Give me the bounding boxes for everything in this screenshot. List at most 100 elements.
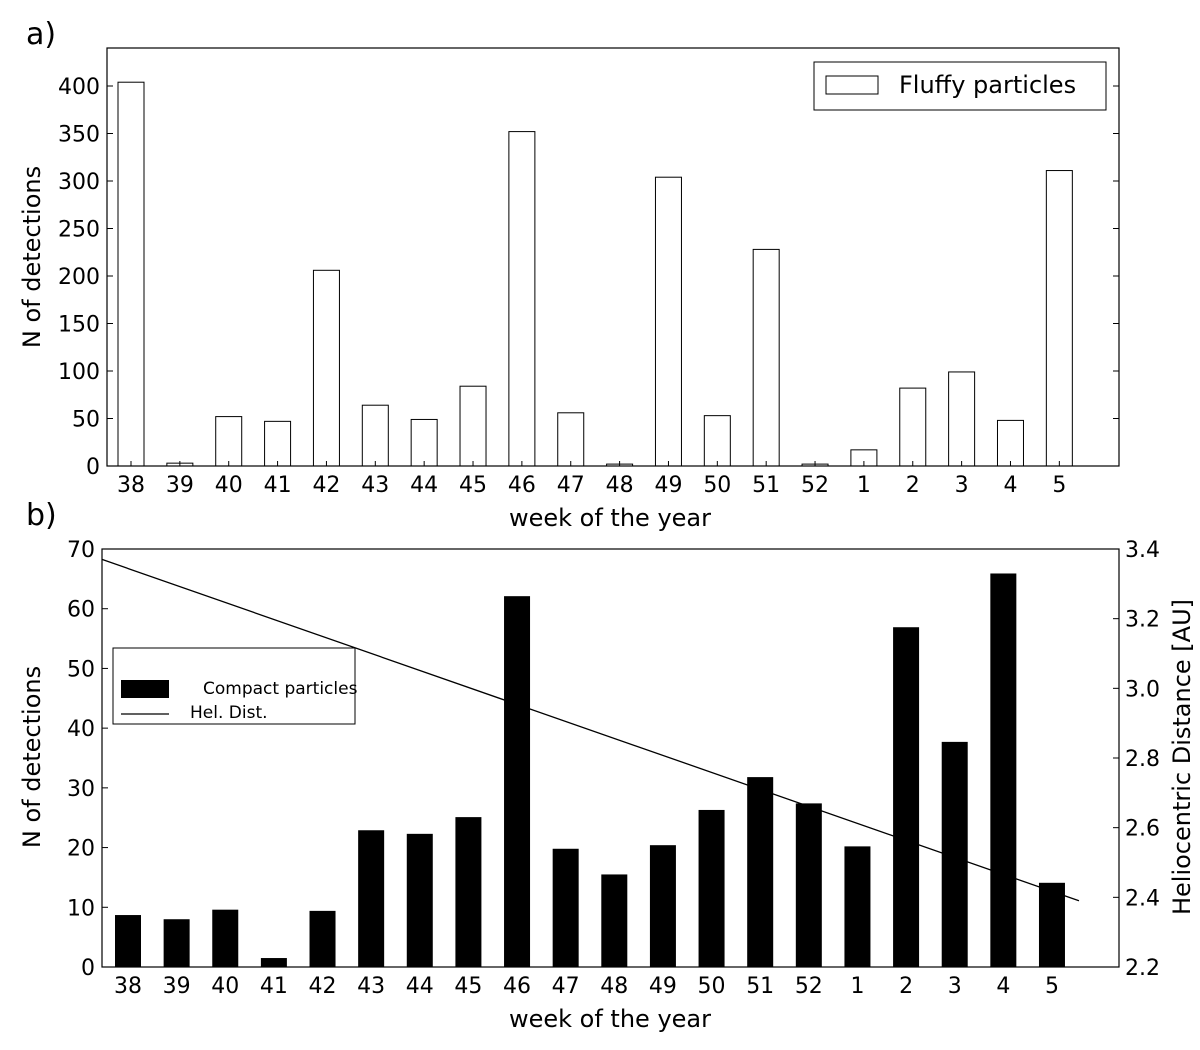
y-tick-label: 40 (67, 717, 95, 742)
fluffy-bar (361, 404, 389, 467)
y-tick-label: 200 (58, 265, 100, 290)
panel-b-y-ticks: 0 10 20 30 40 50 60 70 (67, 538, 108, 981)
panel-b-y-axis-label: N of detections (18, 666, 46, 848)
panel-b-right-y-ticks: 2.2 2.4 2.6 2.8 3.0 3.2 3.4 (1113, 538, 1160, 981)
fluffy-bar (215, 416, 243, 467)
x-tick-label: 2 (899, 974, 913, 999)
y-tick-label: 20 (67, 837, 95, 862)
fluffy-bar (459, 385, 487, 467)
x-tick-label: 50 (703, 473, 731, 498)
x-tick-label: 39 (163, 974, 191, 999)
compact-bar (893, 627, 920, 967)
x-tick-label: 43 (361, 473, 389, 498)
fluffy-bar (654, 176, 682, 467)
x-tick-label: 50 (698, 974, 726, 999)
y-tick-label: 30 (67, 777, 95, 802)
compact-bar (1038, 882, 1065, 967)
legend-label-fluffy: Fluffy particles (899, 71, 1076, 99)
panel-b-bars (115, 573, 1065, 967)
y-tick-label: 150 (58, 313, 100, 338)
y-tick-label: 100 (58, 360, 100, 385)
compact-bar (212, 909, 239, 967)
fluffy-bar (899, 387, 927, 467)
compact-bar (163, 919, 190, 967)
y-tick-label: 0 (86, 455, 100, 480)
panel-b-x-ticks: 38 39 40 41 42 43 44 45 46 47 48 49 50 51 52 1 2 3 4 5 (114, 962, 1059, 999)
y-tick-label: 70 (67, 538, 95, 563)
y2-tick-label: 2.4 (1125, 886, 1160, 911)
legend-label-compact: Compact particles (203, 679, 358, 699)
x-tick-label: 3 (948, 974, 962, 999)
x-tick-label: 49 (649, 974, 677, 999)
compact-bar (309, 910, 336, 967)
legend-label-hel-dist: Hel. Dist. (190, 703, 268, 723)
compact-bar (552, 848, 579, 967)
x-tick-label: 5 (1052, 473, 1066, 498)
y2-tick-label: 3.4 (1125, 538, 1160, 563)
fluffy-bar (752, 248, 780, 467)
x-tick-label: 4 (996, 974, 1010, 999)
compact-bar (990, 573, 1017, 967)
x-tick-label: 41 (264, 473, 292, 498)
y2-tick-label: 3.2 (1125, 608, 1160, 633)
panel-a-bars (117, 81, 1073, 467)
y-tick-label: 350 (58, 123, 100, 148)
x-tick-label: 45 (454, 974, 482, 999)
fluffy-bar (703, 415, 731, 467)
x-tick-label: 49 (654, 473, 682, 498)
y-tick-label: 250 (58, 218, 100, 243)
y-tick-label: 10 (67, 896, 95, 921)
panel-a-legend: Fluffy particles (813, 61, 1107, 111)
panel-b-right-y-axis-label: Heliocentric Distance [AU] (1168, 599, 1196, 915)
x-tick-label: 40 (211, 974, 239, 999)
compact-bar (844, 846, 871, 967)
x-tick-label: 45 (459, 473, 487, 498)
panel-a-x-ticks: 38 39 40 41 42 43 44 45 46 47 48 49 50 51 52 1 2 3 4 5 (117, 461, 1066, 498)
x-tick-label: 52 (795, 974, 823, 999)
x-tick-label: 38 (114, 974, 142, 999)
compact-bar (504, 596, 531, 967)
y-tick-label: 0 (81, 956, 95, 981)
compact-bar (406, 833, 433, 967)
compact-bar (115, 915, 141, 967)
x-tick-label: 52 (801, 473, 829, 498)
compact-bar (455, 817, 482, 967)
panel-b-legend: Compact particles Hel. Dist. (112, 647, 358, 725)
y-tick-label: 60 (67, 598, 95, 623)
compact-bar (358, 830, 385, 967)
x-tick-label: 43 (357, 974, 385, 999)
panel-a-x-axis-label: week of the year (509, 504, 711, 532)
x-tick-label: 47 (557, 473, 585, 498)
compact-bar (747, 777, 774, 967)
panel-b-x-axis-label: week of the year (509, 1005, 711, 1033)
compact-bar (601, 874, 628, 967)
x-tick-label: 47 (552, 974, 580, 999)
legend-swatch-compact (121, 680, 169, 698)
panel-b-plot-frame (101, 548, 1120, 968)
x-tick-label: 4 (1003, 473, 1017, 498)
fluffy-bar (948, 371, 976, 467)
x-tick-label: 1 (857, 473, 871, 498)
x-tick-label: 44 (410, 473, 438, 498)
x-tick-label: 42 (309, 974, 337, 999)
fluffy-bar (1045, 170, 1073, 467)
fluffy-bar (410, 418, 438, 467)
y-tick-label: 400 (58, 75, 100, 100)
x-tick-label: 2 (906, 473, 920, 498)
x-tick-label: 40 (215, 473, 243, 498)
y-tick-label: 50 (67, 657, 95, 682)
panel-b-compact-chart: b) N of detections Heliocentric Distance… (18, 498, 1196, 1033)
y2-tick-label: 2.8 (1125, 747, 1160, 772)
x-tick-label: 39 (166, 473, 194, 498)
legend-swatch-fluffy (825, 75, 879, 95)
panel-a-y-axis-label: N of detections (18, 166, 46, 348)
fluffy-bar (117, 81, 145, 467)
y2-tick-label: 2.2 (1125, 956, 1160, 981)
compact-bar (649, 845, 676, 967)
fluffy-bar (557, 412, 585, 467)
panel-b-label: b) (26, 498, 57, 533)
y-tick-label: 300 (58, 170, 100, 195)
x-tick-label: 44 (406, 974, 434, 999)
x-tick-label: 1 (850, 974, 864, 999)
